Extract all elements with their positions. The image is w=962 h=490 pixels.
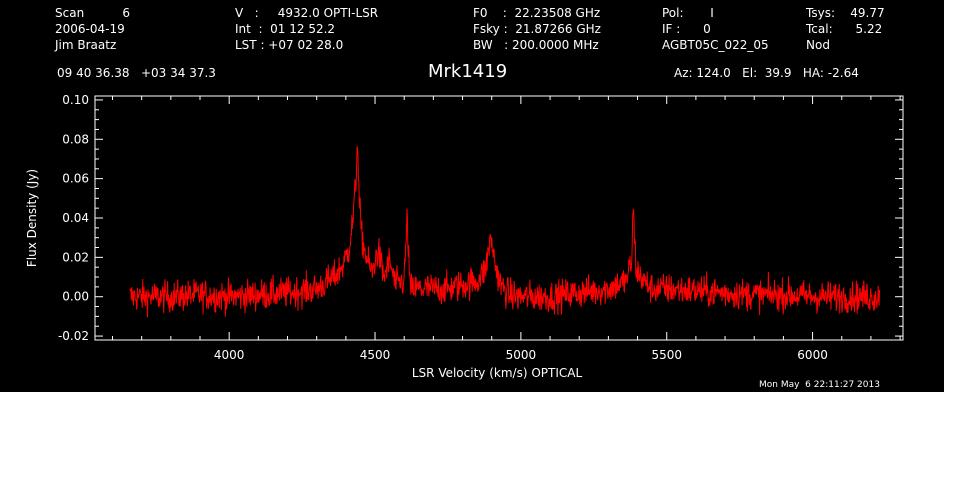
lst-label: LST : +07 02 28.0 <box>235 38 344 52</box>
x-tick-label: 4000 <box>214 348 245 362</box>
tcal-label: Tcal: 5.22 <box>806 22 883 36</box>
rest-frequency-label: F0 : 22.23508 GHz <box>473 6 601 20</box>
tsys-label: Tsys: 49.77 <box>806 6 885 20</box>
axis-ticks <box>95 96 903 340</box>
polarization-label: Pol: I <box>662 6 714 20</box>
x-tick-label: 4500 <box>360 348 391 362</box>
axis-tick-labels: 4000 4500 5000 5500 6000 -0.02 0.00 0.02 0.04 0.0… <box>58 93 828 362</box>
x-tick-label: 5000 <box>506 348 537 362</box>
date-label: 2006-04-19 <box>55 22 125 36</box>
y-axis-label: Flux Density (Jy) <box>25 169 39 267</box>
velocity-label: V : 4932.0 OPTI-LSR <box>235 6 379 20</box>
y-tick-label: 0.06 <box>62 172 89 186</box>
sky-frequency-label: Fsky : 21.87266 GHz <box>473 22 601 36</box>
az-el-ha-label: Az: 124.0 El: 39.9 HA: -2.64 <box>674 66 859 80</box>
timestamp-label: Mon May 6 22:11:27 2013 <box>759 380 880 390</box>
x-tick-label: 6000 <box>797 348 828 362</box>
project-label: AGBT05C_022_05 <box>662 38 769 52</box>
spectrum-chart: 4000 4500 5000 5500 6000 -0.02 0.00 0.02 0.04 0.0… <box>25 93 904 380</box>
coordinates-label: 09 40 36.38 +03 34 37.3 <box>57 66 216 80</box>
x-axis-label: LSR Velocity (km/s) OPTICAL <box>412 366 583 380</box>
integration-label: Int : 01 12 52.2 <box>235 22 336 36</box>
y-tick-label: 0.10 <box>62 93 89 107</box>
y-tick-label: 0.02 <box>62 250 89 264</box>
x-tick-label: 5500 <box>651 348 682 362</box>
source-title: Mrk1419 <box>428 61 508 82</box>
procedure-label: Nod <box>806 38 830 52</box>
y-tick-label: -0.02 <box>58 329 89 343</box>
y-tick-label: 0.08 <box>62 132 89 146</box>
scan-label: Scan 6 <box>55 6 130 20</box>
spectrum-series-line <box>129 145 881 318</box>
observer-label: Jim Braatz <box>55 38 117 52</box>
y-tick-label: 0.00 <box>62 290 89 304</box>
y-tick-label: 0.04 <box>62 211 89 225</box>
if-label: IF : 0 <box>662 22 711 36</box>
bandwidth-label: BW : 200.0000 MHz <box>473 38 599 52</box>
plot-window: Scan 6 2006-04-19 Jim Braatz V : 4932.0 … <box>0 0 944 392</box>
